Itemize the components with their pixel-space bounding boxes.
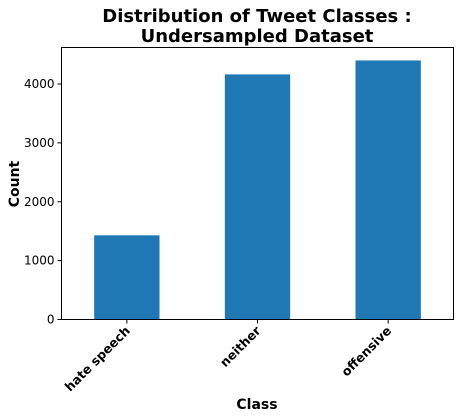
y-axis: 0 1000 2000 3000 4000: [24, 77, 62, 327]
x-axis-label: Class: [236, 397, 277, 413]
bar-neither: [224, 74, 291, 320]
plot-frame: [61, 47, 454, 320]
x-tick-label: neither: [217, 322, 264, 369]
bar-offensive: [355, 60, 421, 320]
x-tick-label: hate speech: [62, 323, 133, 394]
bars-layer: [94, 60, 421, 320]
y-tick-label: 2000: [24, 195, 55, 209]
y-tick-label: 1000: [24, 254, 55, 268]
y-tick-label: 3000: [24, 136, 55, 150]
x-axis: hate speech neither offensive: [62, 319, 394, 394]
x-tick-label: offensive: [338, 323, 394, 379]
y-axis-label: Count: [7, 160, 23, 207]
chart-title-line-1: Distribution of Tweet Classes :: [102, 6, 411, 27]
y-tick-label: 4000: [24, 77, 55, 91]
bar-hate-speech: [94, 235, 160, 320]
chart-title-line-2: Undersampled Dataset: [141, 26, 374, 47]
y-tick-label: 0: [47, 313, 55, 327]
